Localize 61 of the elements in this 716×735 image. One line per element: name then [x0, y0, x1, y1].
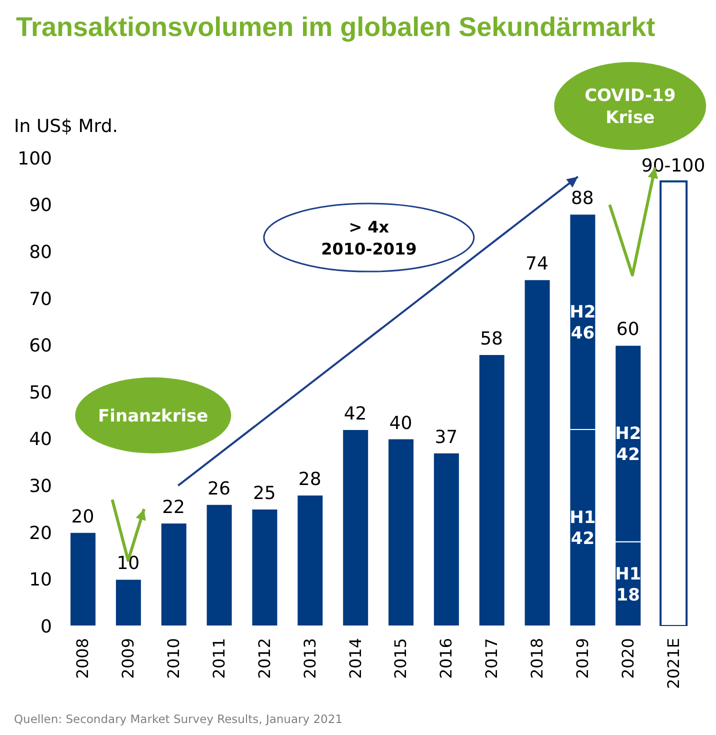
- bar: [251, 508, 278, 626]
- total-label: 25: [252, 483, 276, 504]
- x-tick-label: 2013: [300, 638, 320, 679]
- y-tick-label: 90: [29, 195, 52, 216]
- bar: [114, 578, 142, 626]
- bar: [206, 504, 233, 626]
- y-tick-label: 10: [29, 570, 52, 591]
- data-label: H2 42: [615, 424, 642, 465]
- source-note: Quellen: Secondary Market Survey Results, January 2021: [14, 712, 342, 726]
- y-tick-label: 100: [18, 148, 52, 170]
- data-label: H1 42: [570, 508, 596, 550]
- x-tick-label: 2009: [118, 638, 138, 679]
- chart-title: Transaktionsvolumen im globalen Sekundärmarkt: [16, 12, 656, 43]
- y-tick-label: 50: [29, 382, 52, 404]
- y-tick-label: 30: [29, 476, 52, 497]
- y-tick-label: 80: [29, 242, 52, 263]
- total-label: 58: [480, 328, 504, 350]
- x-tick-label: 2008: [73, 638, 92, 679]
- x-tick-label: 2010: [164, 638, 184, 679]
- bar: [388, 438, 414, 626]
- y-tick-label: 60: [29, 336, 52, 357]
- total-label: 26: [208, 478, 230, 500]
- total-label: 20: [71, 506, 94, 528]
- total-label: 88: [570, 188, 594, 210]
- bar: [432, 452, 460, 626]
- data-label: H1 18: [615, 564, 642, 606]
- x-tick-label: 2019: [572, 638, 592, 679]
- x-tick-label: 2012: [254, 638, 274, 679]
- text: COVID-19 Krise: [584, 86, 676, 128]
- y-axis-title: In US$ Mrd.: [14, 116, 118, 137]
- bar: [70, 532, 96, 626]
- y-tick-label: 40: [29, 429, 52, 450]
- total-label: 22: [162, 497, 186, 518]
- x-tick-label: 2015: [391, 638, 410, 679]
- total-label: 60: [616, 319, 640, 340]
- x-tick-label: 2020: [618, 638, 638, 679]
- total-label: 74: [526, 254, 548, 275]
- bar: [524, 279, 551, 626]
- y-tick-label: 0: [40, 616, 52, 638]
- total-label: 37: [434, 426, 458, 448]
- data-label: H2 46: [570, 302, 596, 344]
- bar: [160, 522, 188, 626]
- total-label: 10: [116, 553, 140, 574]
- x-tick-label: 2011: [210, 638, 228, 679]
- x-tick-label: 2016: [436, 638, 456, 679]
- x-tick-label: 2018: [528, 638, 546, 679]
- x-tick-label: 2021E: [664, 638, 683, 689]
- y-tick-label: 20: [29, 522, 52, 544]
- x-tick-label: 2017: [482, 638, 502, 679]
- total-label: 90-100: [641, 155, 706, 176]
- total-label: 42: [344, 403, 367, 424]
- total-label: 40: [389, 412, 412, 434]
- bar: [342, 428, 370, 626]
- y-tick-label: 70: [29, 288, 52, 310]
- annotation: Finanzkrise: [98, 406, 208, 426]
- bar: [478, 354, 506, 626]
- bar: [296, 494, 324, 626]
- bar: [660, 180, 688, 626]
- annotation: > 4x 2010-2019: [321, 218, 417, 259]
- total-label: 28: [298, 468, 322, 490]
- x-tick-label: 2014: [346, 638, 365, 679]
